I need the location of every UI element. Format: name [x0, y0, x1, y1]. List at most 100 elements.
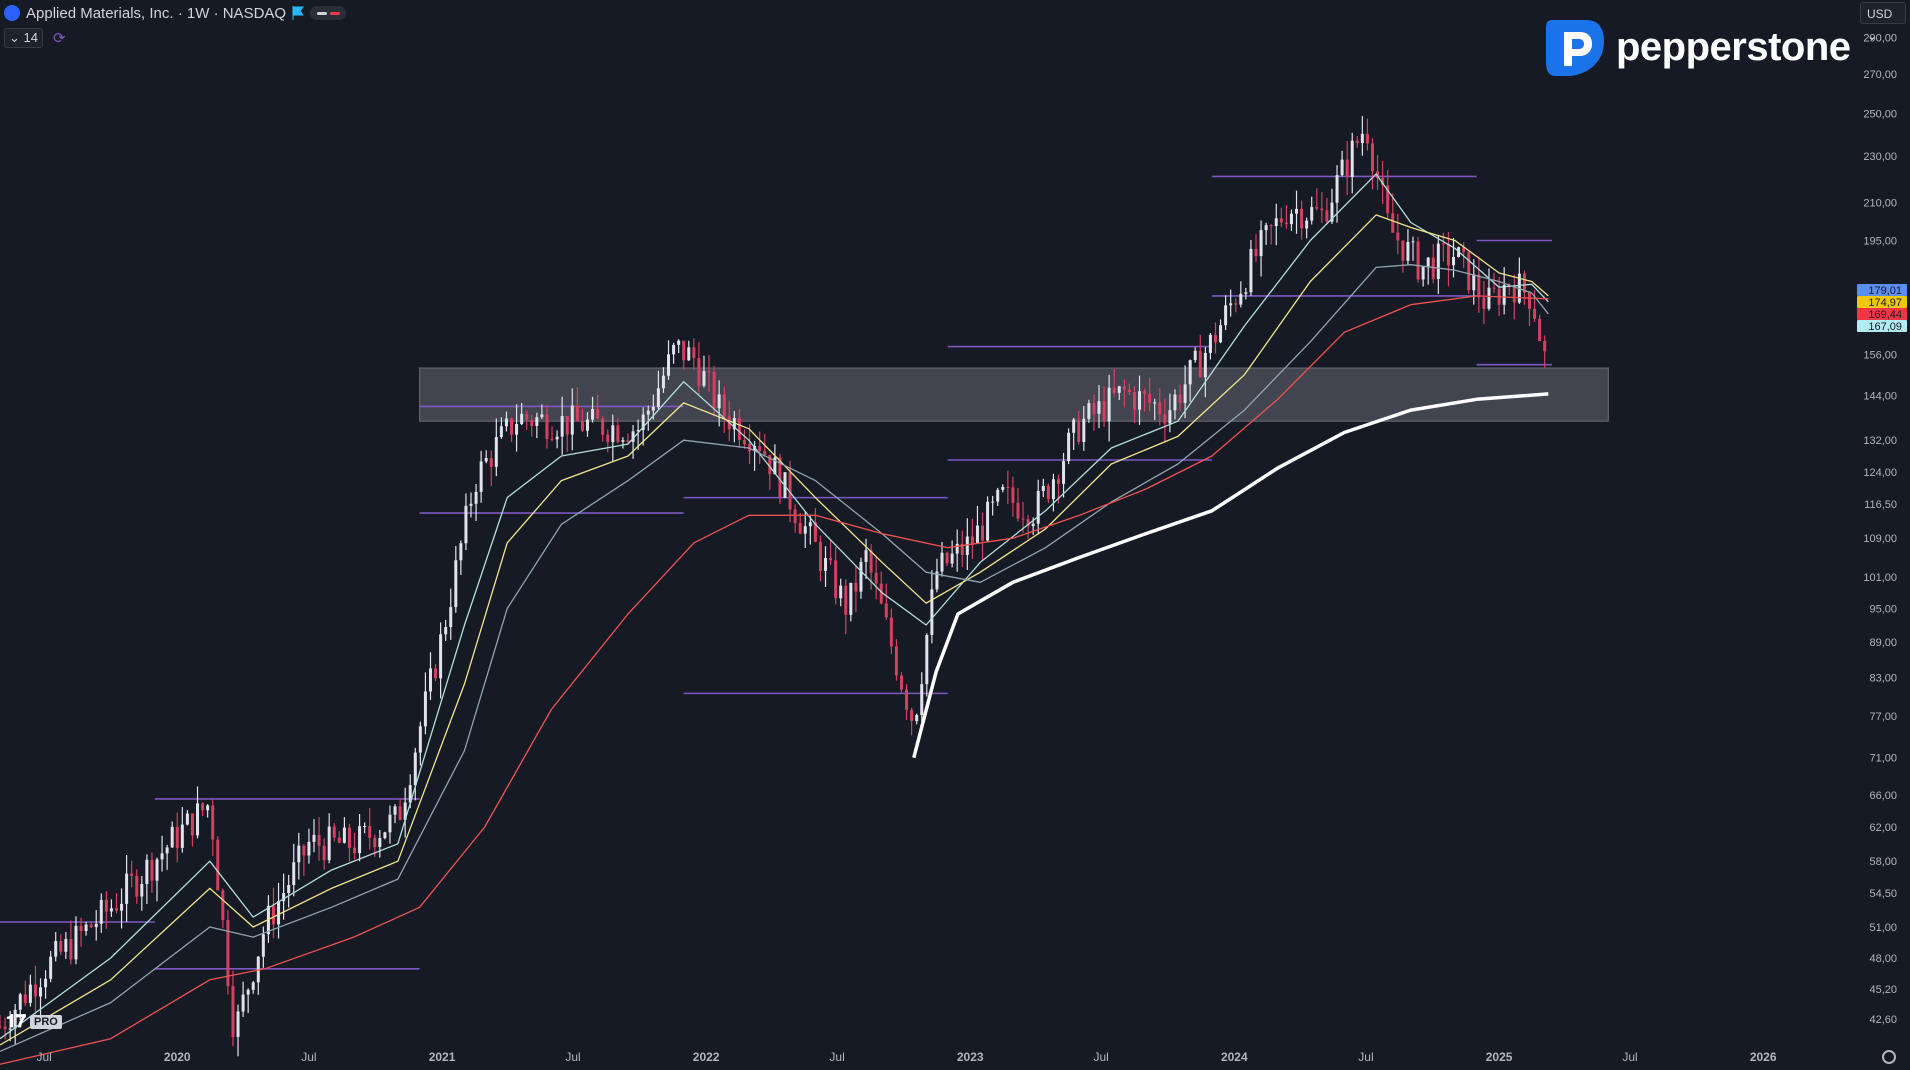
candle-body — [185, 813, 189, 825]
y-tick-label: 132,00 — [1863, 435, 1897, 447]
candle-body — [975, 525, 979, 544]
candle-body — [74, 925, 78, 960]
candle-body — [1208, 334, 1212, 353]
symbol-header[interactable]: Applied Materials, Inc. · 1W · NASDAQ — [4, 2, 347, 24]
candle-body — [950, 553, 954, 564]
candle-body — [104, 899, 108, 912]
price-badge-label: 167,09 — [1868, 321, 1902, 333]
y-tick-label: 144,00 — [1863, 391, 1897, 403]
candle-body — [489, 458, 493, 467]
candle-body — [621, 440, 625, 442]
candle-body — [1345, 159, 1349, 178]
candle-body — [1056, 479, 1060, 484]
candle-body — [824, 557, 828, 571]
tradingview-icon: 𝟏𝟕 — [6, 1011, 27, 1031]
candle-body — [1224, 305, 1228, 326]
candle-body — [125, 873, 129, 904]
y-tick-label: 210,00 — [1863, 198, 1897, 210]
y-tick-label: 48,00 — [1869, 953, 1897, 965]
brand-name: pepperstone — [1616, 24, 1851, 69]
visibility-toggle-icon[interactable] — [310, 6, 347, 20]
candle-body — [793, 509, 797, 523]
candle-body — [1219, 325, 1223, 343]
candle-body — [1360, 133, 1364, 144]
support-zone — [419, 367, 1609, 422]
candle-body — [120, 903, 124, 911]
candle-body — [398, 806, 402, 820]
candle-body — [226, 920, 230, 986]
candle-body — [499, 426, 503, 438]
candle-body — [1031, 523, 1035, 527]
candle-body — [1441, 243, 1445, 245]
indicators-toggle-button[interactable]: ⌄ 14 — [4, 28, 43, 48]
candle-body — [1538, 318, 1542, 342]
candle-body — [165, 847, 169, 854]
candle-body — [84, 924, 88, 932]
candle-body — [1021, 518, 1025, 520]
candle-body — [444, 627, 448, 635]
candle-body — [363, 825, 367, 827]
candle-body — [145, 859, 149, 884]
y-tick-label: 156,00 — [1863, 350, 1897, 362]
candle-body — [763, 451, 767, 455]
candle-body — [930, 589, 934, 635]
y-tick-label: 116,50 — [1864, 499, 1897, 511]
candle-body — [1183, 384, 1187, 403]
candle-body — [474, 491, 478, 504]
candle-body — [89, 924, 93, 928]
candle-body — [190, 813, 194, 836]
candle-body — [94, 923, 98, 928]
symbol-logo-icon — [4, 5, 20, 21]
candle-body — [1416, 241, 1420, 280]
candle-body — [175, 826, 179, 848]
currency-button[interactable]: USD ⌄ — [1860, 2, 1906, 43]
price-badge-label: 169,44 — [1868, 309, 1902, 321]
candle-body — [211, 805, 215, 840]
candle-body — [702, 371, 706, 386]
settings-icon[interactable] — [1882, 1050, 1896, 1064]
candle-body — [342, 827, 346, 843]
candle-body — [1295, 208, 1299, 214]
candle-body — [246, 989, 250, 995]
candle-body — [0, 1026, 2, 1028]
moving-average-line — [0, 295, 1549, 1065]
candle-body — [1376, 171, 1380, 179]
candle-body — [960, 543, 964, 556]
price-badge — [1857, 308, 1907, 320]
candle-body — [1112, 387, 1116, 393]
candle-body — [555, 436, 559, 440]
y-tick-label: 58,00 — [1869, 856, 1897, 868]
candle-body — [540, 414, 544, 418]
y-tick-label: 270,00 — [1863, 69, 1897, 81]
candle-body — [1391, 213, 1395, 233]
candle-body — [550, 438, 554, 440]
candle-body — [180, 824, 184, 848]
candle-body — [302, 845, 306, 856]
candle-body — [1386, 185, 1390, 214]
candle-body — [1305, 220, 1309, 229]
candle-body — [1127, 389, 1131, 393]
candle-body — [23, 994, 27, 1003]
candle-body — [1365, 133, 1369, 144]
candle-body — [560, 416, 564, 437]
flag-icon[interactable] — [292, 6, 305, 20]
candle-body — [464, 505, 468, 544]
x-tick-label: Jul — [1358, 1050, 1373, 1064]
x-tick-label: Jul — [301, 1050, 316, 1064]
candle-body — [1320, 208, 1324, 211]
candle-body — [910, 709, 914, 722]
candle-body — [160, 853, 164, 860]
candle-body — [1173, 394, 1177, 411]
candle-body — [1234, 303, 1238, 305]
candle-body — [3, 1026, 7, 1030]
candle-body — [510, 418, 514, 435]
candle-body — [114, 908, 118, 911]
candle-body — [889, 617, 893, 647]
candle-body — [1138, 391, 1142, 410]
y-tick-label: 62,00 — [1869, 822, 1897, 834]
candle-body — [484, 458, 488, 462]
symbol-title: Applied Materials, Inc. · 1W · NASDAQ — [26, 4, 287, 22]
candle-body — [201, 803, 205, 811]
candle-body — [1153, 402, 1157, 404]
